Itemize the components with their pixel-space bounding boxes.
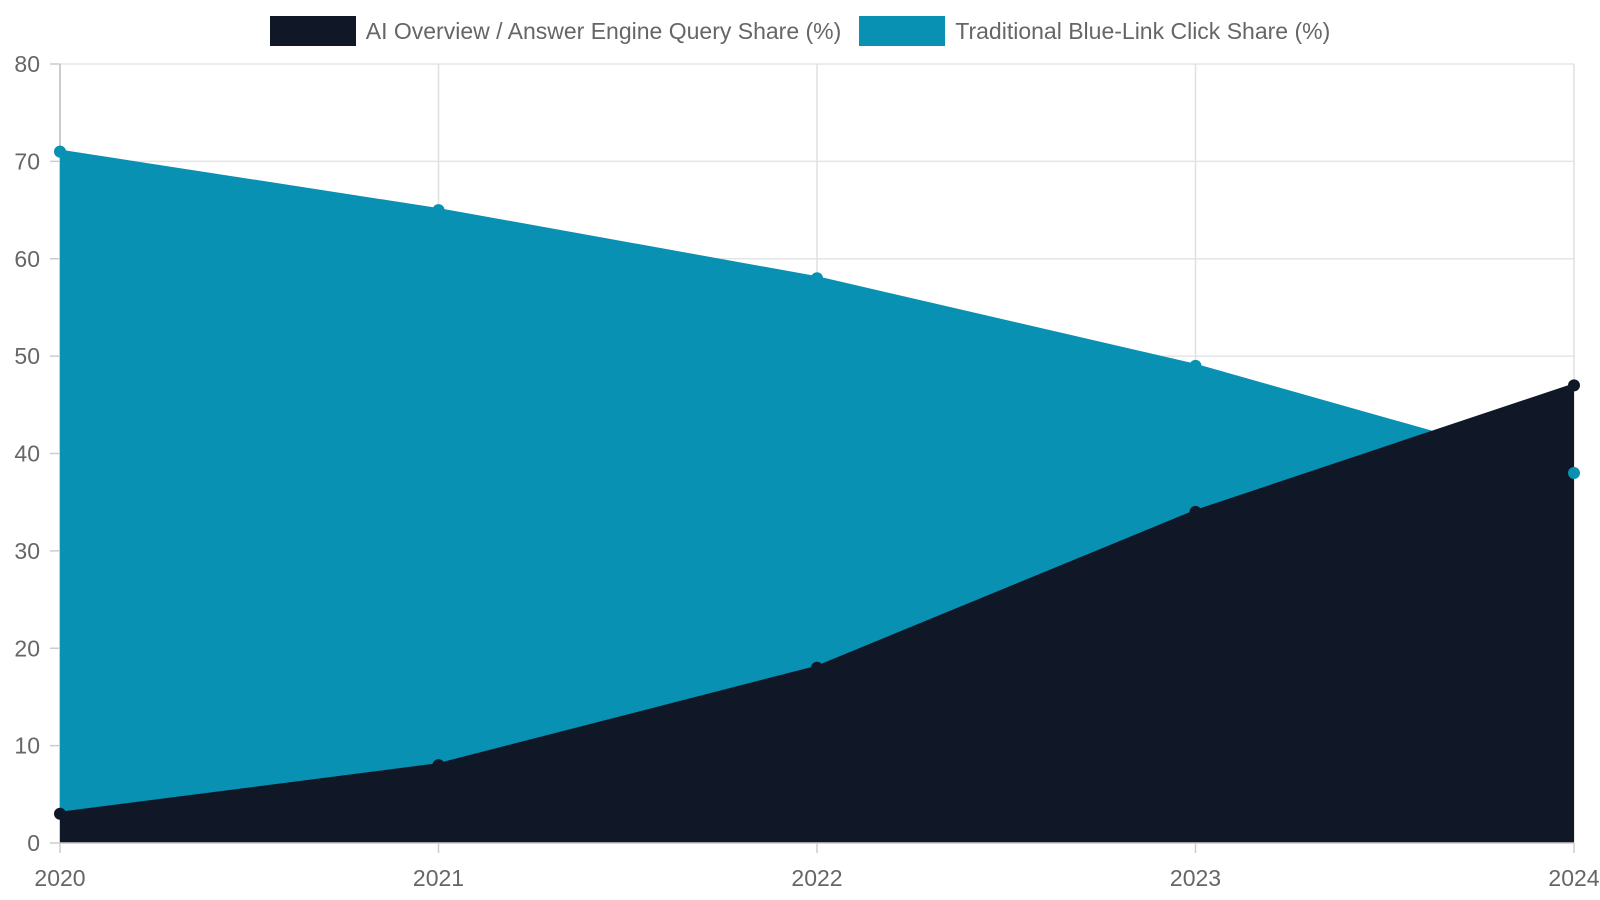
x-tick-label: 2020 [34, 865, 85, 891]
legend-label-blue-link: Traditional Blue-Link Click Share (%) [955, 17, 1331, 44]
x-tick-label: 2024 [1548, 865, 1599, 891]
data-point-ai-overview[interactable] [1568, 379, 1580, 392]
x-tick-label: 2021 [413, 865, 464, 891]
y-tick-label: 20 [14, 635, 40, 661]
axis-layer: 0 10 20 30 40 50 60 70 80 2020 2021 2022 2023 2024 [14, 51, 1599, 891]
x-tick-label: 2023 [1170, 865, 1221, 891]
chart-legend: AI Overview / Answer Engine Query Share … [0, 16, 1600, 46]
legend-label-ai-overview: AI Overview / Answer Engine Query Share … [365, 17, 842, 44]
y-tick-label: 40 [14, 441, 40, 467]
point-layer [54, 145, 1580, 820]
data-point-blue-link[interactable] [1568, 466, 1580, 479]
legend-swatch-blue-link [859, 16, 946, 46]
data-point-blue-link[interactable] [811, 272, 823, 285]
y-tick-label: 80 [14, 51, 40, 77]
legend-item-blue-link[interactable]: Traditional Blue-Link Click Share (%) [859, 16, 1330, 46]
y-tick-label: 60 [14, 246, 40, 272]
area-fill-ai-overview [60, 385, 1574, 843]
y-tick-label: 30 [14, 538, 40, 564]
data-point-ai-overview[interactable] [811, 661, 823, 674]
data-point-ai-overview[interactable] [1189, 505, 1202, 518]
area-layer [59, 149, 1575, 843]
y-tick-label: 0 [27, 830, 40, 856]
data-point-blue-link[interactable] [432, 204, 445, 217]
data-point-blue-link[interactable] [1189, 359, 1202, 372]
y-tick-label: 50 [14, 343, 40, 369]
y-tick-label: 70 [14, 148, 40, 174]
legend-item-ai-overview[interactable]: AI Overview / Answer Engine Query Share … [269, 16, 842, 46]
data-point-blue-link[interactable] [54, 145, 66, 158]
y-tick-label: 10 [14, 733, 40, 759]
x-tick-label: 2022 [791, 865, 842, 891]
legend-swatch-ai-overview [269, 16, 356, 46]
data-point-ai-overview[interactable] [54, 807, 66, 820]
data-point-ai-overview[interactable] [432, 759, 445, 772]
